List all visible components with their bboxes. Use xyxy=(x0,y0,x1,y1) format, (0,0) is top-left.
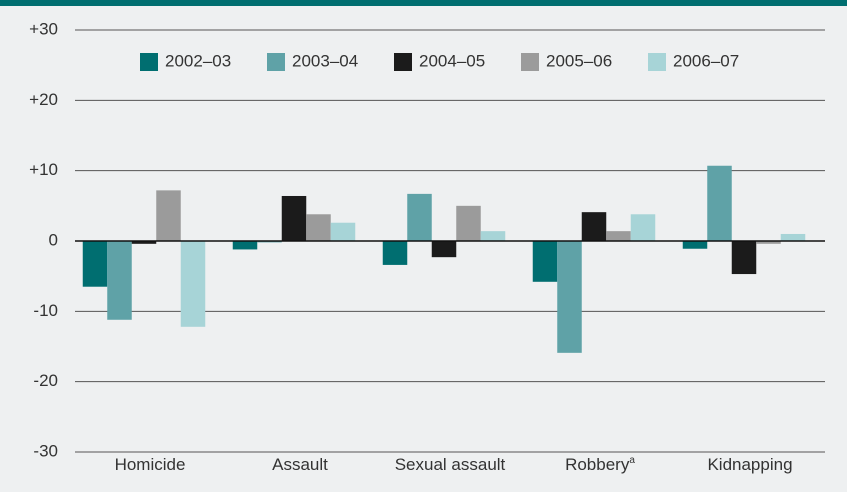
bar xyxy=(581,212,607,241)
bar xyxy=(82,241,108,287)
bar xyxy=(407,193,432,241)
bar xyxy=(532,241,558,282)
y-tick-label: +30 xyxy=(29,19,58,38)
y-tick-label: +10 xyxy=(29,160,58,179)
x-tick-label: Assault xyxy=(272,455,328,474)
bar xyxy=(232,241,258,250)
legend-label: 2002–03 xyxy=(165,51,231,70)
bar xyxy=(707,165,732,241)
x-tick-label: Robberya xyxy=(565,455,635,475)
bar xyxy=(306,214,331,241)
legend-swatch xyxy=(394,53,412,71)
top-border xyxy=(0,0,847,6)
legend-label: 2003–04 xyxy=(292,51,358,70)
bar xyxy=(630,214,656,241)
legend-swatch xyxy=(648,53,666,71)
bar xyxy=(180,241,206,327)
legend-label: 2005–06 xyxy=(546,51,612,70)
y-tick-label: 0 xyxy=(49,230,58,249)
bar xyxy=(330,222,356,241)
legend-swatch xyxy=(267,53,285,71)
bar xyxy=(780,233,806,241)
y-tick-label: +20 xyxy=(29,90,58,109)
bar xyxy=(281,195,307,241)
legend-label: 2004–05 xyxy=(419,51,485,70)
bar xyxy=(382,241,408,265)
bar xyxy=(156,190,181,241)
y-tick-label: -20 xyxy=(33,371,58,390)
x-tick-label: Homicide xyxy=(115,455,186,474)
bar xyxy=(131,241,157,244)
legend-swatch xyxy=(521,53,539,71)
y-tick-label: -30 xyxy=(33,441,58,460)
bar xyxy=(606,231,631,241)
bar xyxy=(756,241,781,244)
category-name: Kidnapping xyxy=(707,455,792,474)
footnote-marker: a xyxy=(629,455,635,466)
category-name: Assault xyxy=(272,455,328,474)
bar xyxy=(431,241,457,258)
bar xyxy=(107,241,132,320)
category-name: Homicide xyxy=(115,455,186,474)
bar xyxy=(731,241,757,275)
bar xyxy=(480,231,506,241)
bar xyxy=(456,205,481,241)
bar xyxy=(682,241,708,249)
legend-swatch xyxy=(140,53,158,71)
x-tick-label: Kidnapping xyxy=(707,455,792,474)
category-name: Sexual assault xyxy=(395,455,506,474)
bar xyxy=(557,241,582,353)
category-name: Robbery xyxy=(565,455,630,474)
y-tick-label: -10 xyxy=(33,301,58,320)
legend-label: 2006–07 xyxy=(673,51,739,70)
x-tick-label: Sexual assault xyxy=(395,455,506,474)
